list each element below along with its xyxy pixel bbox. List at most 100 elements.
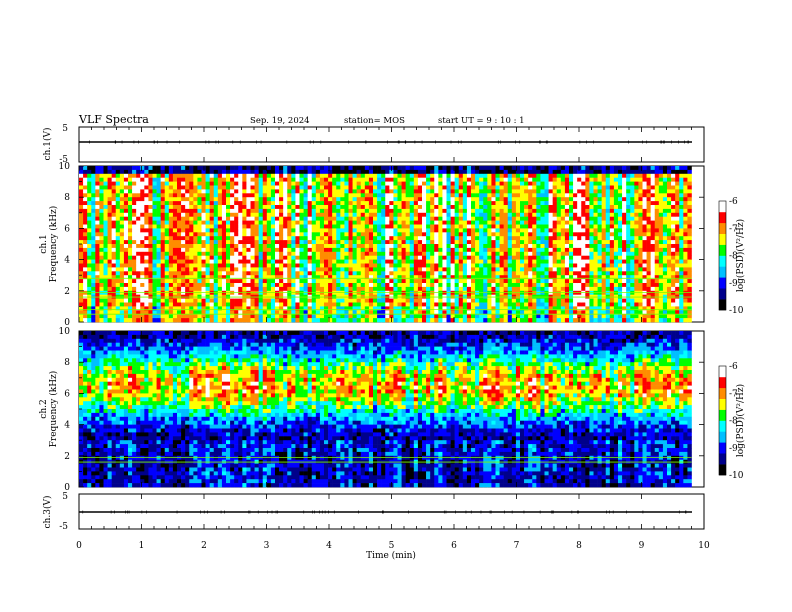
spectrogram-cell — [556, 318, 562, 323]
spectrogram-cell — [511, 224, 517, 229]
spectrogram-cell — [434, 302, 439, 307]
spectrogram-cell — [450, 255, 455, 260]
spectrogram-cell — [336, 279, 341, 284]
spectrogram-cell — [520, 298, 525, 303]
spectrogram-cell — [524, 279, 529, 284]
spectrogram-cell — [238, 263, 243, 268]
spectrogram-cell — [364, 318, 370, 323]
spectrogram-cell — [148, 306, 153, 311]
spectrogram-cell — [393, 224, 398, 229]
spectrogram-cell — [291, 310, 296, 315]
spectrogram-cell — [491, 259, 496, 264]
spectrogram-cell — [79, 166, 84, 171]
spectrogram-cell — [569, 193, 574, 198]
spectrogram-cell — [540, 290, 545, 295]
spectrogram-cell — [434, 279, 439, 284]
spectrogram-cell — [307, 255, 313, 260]
spectrogram-cell — [577, 185, 582, 190]
spectrogram-cell — [413, 306, 419, 311]
spectrogram-cell — [136, 271, 141, 276]
spectrogram-cell — [356, 169, 362, 175]
spectrogram-cell — [279, 302, 284, 307]
spectrogram-cell — [401, 236, 406, 241]
spectrogram-cell — [213, 290, 219, 295]
spectrogram-cell — [279, 216, 284, 221]
spectrogram-cell — [368, 318, 374, 323]
spectrogram-cell — [295, 201, 300, 206]
spectrogram-cell — [548, 263, 553, 268]
spectrogram-cell — [164, 205, 170, 210]
spectrogram-cell — [156, 208, 161, 214]
spectrogram-cell — [230, 169, 235, 175]
spectrogram-cell — [270, 185, 276, 190]
spectrogram-cell — [307, 318, 313, 323]
spectrogram-cell — [397, 314, 402, 319]
spectrogram-cell — [132, 247, 137, 253]
spectrogram-cell — [270, 232, 276, 237]
spectrogram-cell — [136, 283, 141, 288]
spectrogram-cell — [107, 263, 112, 268]
spectrogram-cell — [413, 177, 419, 182]
spectrogram-cell — [560, 310, 566, 315]
spectrogram-cell — [385, 298, 390, 303]
spectrogram-cell — [356, 240, 362, 245]
spectrogram-cell — [511, 247, 517, 253]
spectrogram-cell — [532, 185, 537, 190]
spectrogram-cell — [458, 201, 464, 206]
spectrogram-cell — [405, 166, 411, 171]
spectrogram-cell — [540, 240, 545, 245]
spectrogram-cell — [454, 181, 460, 186]
spectrogram-cell — [148, 216, 153, 221]
spectrogram-cell — [360, 166, 366, 171]
spectrogram-cell — [177, 173, 182, 178]
spectrogram-cell — [107, 177, 112, 182]
spectrogram-cell — [172, 173, 178, 178]
spectrogram-cell — [491, 314, 496, 319]
spectrogram-cell — [381, 197, 386, 202]
spectrogram-cell — [99, 177, 104, 182]
spectrogram-cell — [172, 216, 178, 221]
spectrogram-cell — [442, 240, 447, 245]
spectrogram-cell — [332, 259, 337, 264]
spectrogram-cell — [438, 290, 443, 295]
spectrogram-cell — [119, 201, 125, 206]
spectrogram-cell — [356, 189, 362, 194]
spectrogram-cell — [397, 240, 402, 245]
spectrogram-cell — [181, 279, 186, 284]
spectrogram-cell — [373, 298, 378, 303]
spectrogram-cell — [536, 181, 541, 186]
spectrogram-cell — [307, 232, 313, 237]
spectrogram-cell — [287, 193, 292, 198]
spectrogram-cell — [520, 220, 525, 225]
spectrogram-cell — [573, 267, 578, 272]
spectrogram-cell — [132, 259, 137, 264]
spectrogram-cell — [434, 185, 439, 190]
spectrogram-cell — [397, 306, 402, 311]
spectrogram-cell — [185, 185, 190, 190]
spectrogram-cell — [450, 314, 455, 319]
spectrogram-cell — [397, 302, 402, 307]
spectrogram-cell — [454, 290, 460, 295]
spectrogram-cell — [479, 169, 484, 175]
spectrogram-cell — [466, 255, 472, 260]
spectrogram-cell — [164, 255, 170, 260]
spectrogram-cell — [221, 271, 227, 276]
spectrogram-cell — [569, 240, 574, 245]
spectrogram-cell — [283, 310, 288, 315]
spectrogram-cell — [442, 228, 447, 233]
spectrogram-cell — [373, 247, 378, 253]
spectrogram-cell — [209, 228, 215, 233]
spectrogram-cell — [560, 244, 566, 249]
spectrogram-cell — [324, 240, 329, 245]
spectrogram-cell — [385, 255, 390, 260]
spectrogram-cell — [552, 275, 558, 280]
spectrogram-cell — [466, 201, 472, 206]
spectrogram-cell — [450, 271, 455, 276]
spectrogram-cell — [328, 286, 333, 292]
spectrogram-cell — [177, 166, 182, 171]
spectrogram-cell — [389, 173, 394, 178]
spectrogram-cell — [507, 236, 513, 241]
spectrogram-cell — [405, 271, 411, 276]
spectrogram-cell — [328, 290, 333, 295]
spectrogram-cell — [409, 224, 415, 229]
